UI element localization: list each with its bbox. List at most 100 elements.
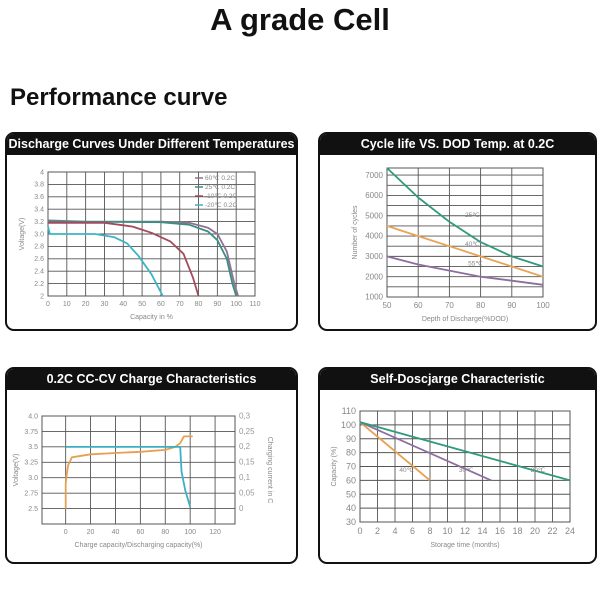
- x-tick-label: 110: [249, 301, 260, 308]
- y-tick-label: 2000: [365, 272, 383, 281]
- x-tick-label: 80: [195, 301, 203, 308]
- series-line: [65, 446, 192, 508]
- y-tick-label: 4000: [365, 232, 383, 241]
- x-tick-label: 8: [427, 526, 432, 536]
- y2-tick-label: 0,15: [239, 458, 255, 467]
- charge-chart-panel: 0.2C CC-CV Charge Characteristics 0 20 40 6…: [5, 367, 298, 564]
- y-tick-label: 3000: [365, 252, 383, 261]
- chart-title: Self-Doscjarge Characteristic: [320, 369, 595, 390]
- self-discharge-chart-panel: Self-Doscjarge Characteristic 0 2 4 6 8 10 12 1…: [318, 367, 597, 564]
- x-tick-label: 60: [157, 301, 165, 308]
- y-tick-label: 2.2: [34, 281, 44, 288]
- series-line: [64, 435, 193, 509]
- x-axis-label: Capacity in %: [130, 314, 173, 321]
- x-tick-label: 50: [138, 301, 146, 308]
- series-line: [359, 421, 571, 482]
- series-label: 55℃: [468, 261, 483, 268]
- x-tick-label: 20: [82, 301, 90, 308]
- x-tick-label: 4: [392, 526, 397, 536]
- y-axis-label: Voltage(V): [19, 218, 26, 251]
- discharge-chart-panel: Discharge Curves Under Different Tempera…: [5, 132, 298, 331]
- chart-title: Discharge Curves Under Different Tempera…: [7, 134, 296, 155]
- cycle-life-chart: 50 60 70 80 90 100 1000 2000 3000 4000 5000 6000 700…: [352, 167, 550, 323]
- y-tick-label: 7000: [365, 171, 383, 180]
- x-tick-label: 14: [477, 526, 487, 536]
- y-tick-label: 3.5: [28, 444, 38, 451]
- x-tick-label: 18: [512, 526, 522, 536]
- y-tick-label: 3.6: [34, 194, 44, 201]
- y-tick-label: 2.8: [34, 244, 44, 251]
- cycle-life-chart-panel: Cycle life VS. DOD Temp. at 0.2C 50 60 70 8…: [318, 132, 597, 331]
- y-tick-label: 3.0: [28, 475, 38, 482]
- y-tick-label: 100: [341, 420, 356, 430]
- series-line: [47, 219, 239, 297]
- x-tick-label: 100: [536, 301, 550, 310]
- series-line: [359, 421, 431, 482]
- y-tick-label: 2.6: [34, 256, 44, 263]
- x-tick-label: 80: [476, 301, 485, 310]
- main-title: A grade Cell: [210, 2, 390, 37]
- x-tick-label: 10: [63, 301, 71, 308]
- series-label: 20℃: [531, 467, 546, 474]
- series-line: [386, 167, 544, 268]
- y2-tick-label: 0,2: [239, 442, 251, 451]
- x-tick-label: 40: [112, 529, 120, 536]
- y-tick-label: 2: [40, 293, 44, 300]
- y-tick-label: 4.0: [28, 413, 38, 420]
- x-tick-label: 60: [414, 301, 423, 310]
- y-tick-label: 3.2: [34, 219, 44, 226]
- y-tick-label: 90: [346, 434, 356, 444]
- y-tick-label: 70: [346, 462, 356, 472]
- series-line: [47, 226, 164, 297]
- y-tick-label: 3.75: [24, 429, 38, 436]
- x-tick-label: 70: [176, 301, 184, 308]
- y-axis-label: Capacity (%): [331, 446, 338, 486]
- x-tick-label: 20: [87, 529, 95, 536]
- plot-frame: [41, 415, 236, 525]
- y-tick-label: 30: [346, 517, 356, 527]
- x-tick-label: 16: [495, 526, 505, 536]
- y-tick-label: 2.75: [24, 490, 38, 497]
- x-tick-label: 60: [136, 529, 144, 536]
- y-tick-label: 3.25: [24, 460, 38, 467]
- y-tick-label: 80: [346, 448, 356, 458]
- self-discharge-chart: 0 2 4 6 8 10 12 14 16 18 20 22 243040506070809010011…: [331, 406, 575, 549]
- y-axis-label: Voltage(V): [13, 454, 20, 487]
- y-tick-label: 2.4: [34, 269, 44, 276]
- series-line: [47, 220, 238, 297]
- x-tick-label: 50: [383, 301, 392, 310]
- x-tick-label: 30: [101, 301, 109, 308]
- y-tick-label: 2.5: [28, 506, 38, 513]
- y-tick-label: 110: [342, 406, 356, 416]
- series-label: 25℃: [465, 212, 480, 219]
- y2-tick-label: 0: [239, 504, 244, 513]
- series-label: 40℃: [399, 467, 414, 474]
- x-axis-label: Depth of Discharge(%DOD): [422, 316, 508, 323]
- x-tick-label: 0: [46, 301, 50, 308]
- series-line: [386, 225, 544, 278]
- y-tick-label: 1000: [365, 293, 383, 302]
- y-tick-label: 5000: [365, 211, 383, 220]
- series-label: 40℃: [465, 241, 480, 248]
- x-tick-label: 100: [230, 301, 242, 308]
- discharge-chart: 0 10 20 30 40 50 60 70 80 90 100 110 2 2.2 2.4 2.6 2.8 3.…: [19, 169, 261, 321]
- y-tick-label: 3.4: [34, 207, 44, 214]
- x-tick-label: 2: [375, 526, 380, 536]
- y2-tick-label: 0,3: [239, 411, 251, 420]
- y2-tick-label: 0,1: [239, 473, 251, 482]
- section-title: Performance curve: [10, 84, 228, 111]
- legend-label: -20℃ 0.2C: [205, 202, 238, 209]
- y-tick-label: 3.8: [34, 182, 44, 189]
- x-tick-label: 12: [460, 526, 470, 536]
- y-tick-label: 4: [40, 169, 44, 176]
- y-tick-label: 50: [346, 489, 356, 499]
- x-tick-label: 70: [445, 301, 454, 310]
- x-tick-label: 0: [357, 526, 362, 536]
- legend-label: -10℃ 0.2C: [205, 193, 238, 200]
- series-line: [386, 255, 544, 286]
- x-tick-label: 10: [442, 526, 452, 536]
- y2-axis-label: Charging current in C: [266, 437, 273, 504]
- y2-tick-label: 0,05: [239, 488, 255, 497]
- series-line: [48, 221, 200, 297]
- x-tick-label: 120: [209, 529, 221, 536]
